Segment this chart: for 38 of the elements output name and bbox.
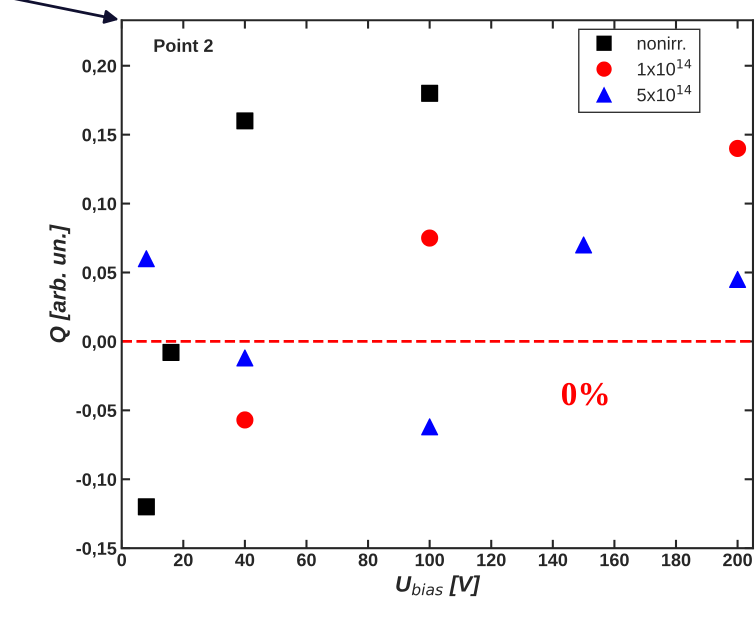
x-tick-label: 80 — [358, 554, 378, 566]
point — [138, 498, 155, 516]
y-tick-label: -0,10 — [76, 473, 116, 489]
y-tick-label: 0,20 — [82, 60, 116, 76]
x-axis-title: U$_{bias}$ [V] — [396, 575, 480, 596]
y-tick-label: 0,00 — [82, 335, 116, 351]
legend-label: 1x10$^{14}$ — [638, 59, 692, 76]
y-tick-label: 0,10 — [82, 198, 116, 213]
point — [138, 250, 155, 268]
y-tick-label: -0,05 — [76, 404, 116, 420]
point — [575, 236, 592, 254]
point — [421, 418, 438, 436]
y-tick-label: 0,15 — [82, 128, 116, 144]
x-tick-label: 60 — [297, 554, 316, 566]
legend-label: 5x10$^{14}$ — [637, 85, 692, 102]
point — [236, 112, 254, 130]
point — [236, 349, 254, 367]
ref-line-label: 0% — [562, 382, 608, 406]
x-tick-label: 0 — [117, 554, 126, 566]
point — [162, 344, 180, 361]
x-tick-label: 200 — [723, 554, 752, 566]
x-tick-label: 140 — [538, 554, 568, 566]
point — [729, 270, 746, 288]
point — [421, 229, 438, 247]
point — [729, 140, 746, 157]
x-tick-label: 160 — [600, 554, 629, 566]
x-tick-label: 100 — [416, 554, 444, 566]
point — [236, 411, 254, 429]
y-axis-title: Q [arb. un.] — [49, 224, 70, 342]
x-tick-label: 20 — [174, 554, 193, 566]
y-tick-label: 0,05 — [82, 266, 116, 282]
x-tick-label: 40 — [235, 554, 254, 566]
legend-label: nonirr. — [638, 36, 686, 50]
x-tick-label: 180 — [662, 554, 690, 566]
annotation: Point 2 — [154, 38, 213, 52]
point — [421, 84, 438, 102]
x-tick-label: 120 — [477, 554, 506, 566]
y-tick-label: -0,15 — [76, 542, 116, 558]
